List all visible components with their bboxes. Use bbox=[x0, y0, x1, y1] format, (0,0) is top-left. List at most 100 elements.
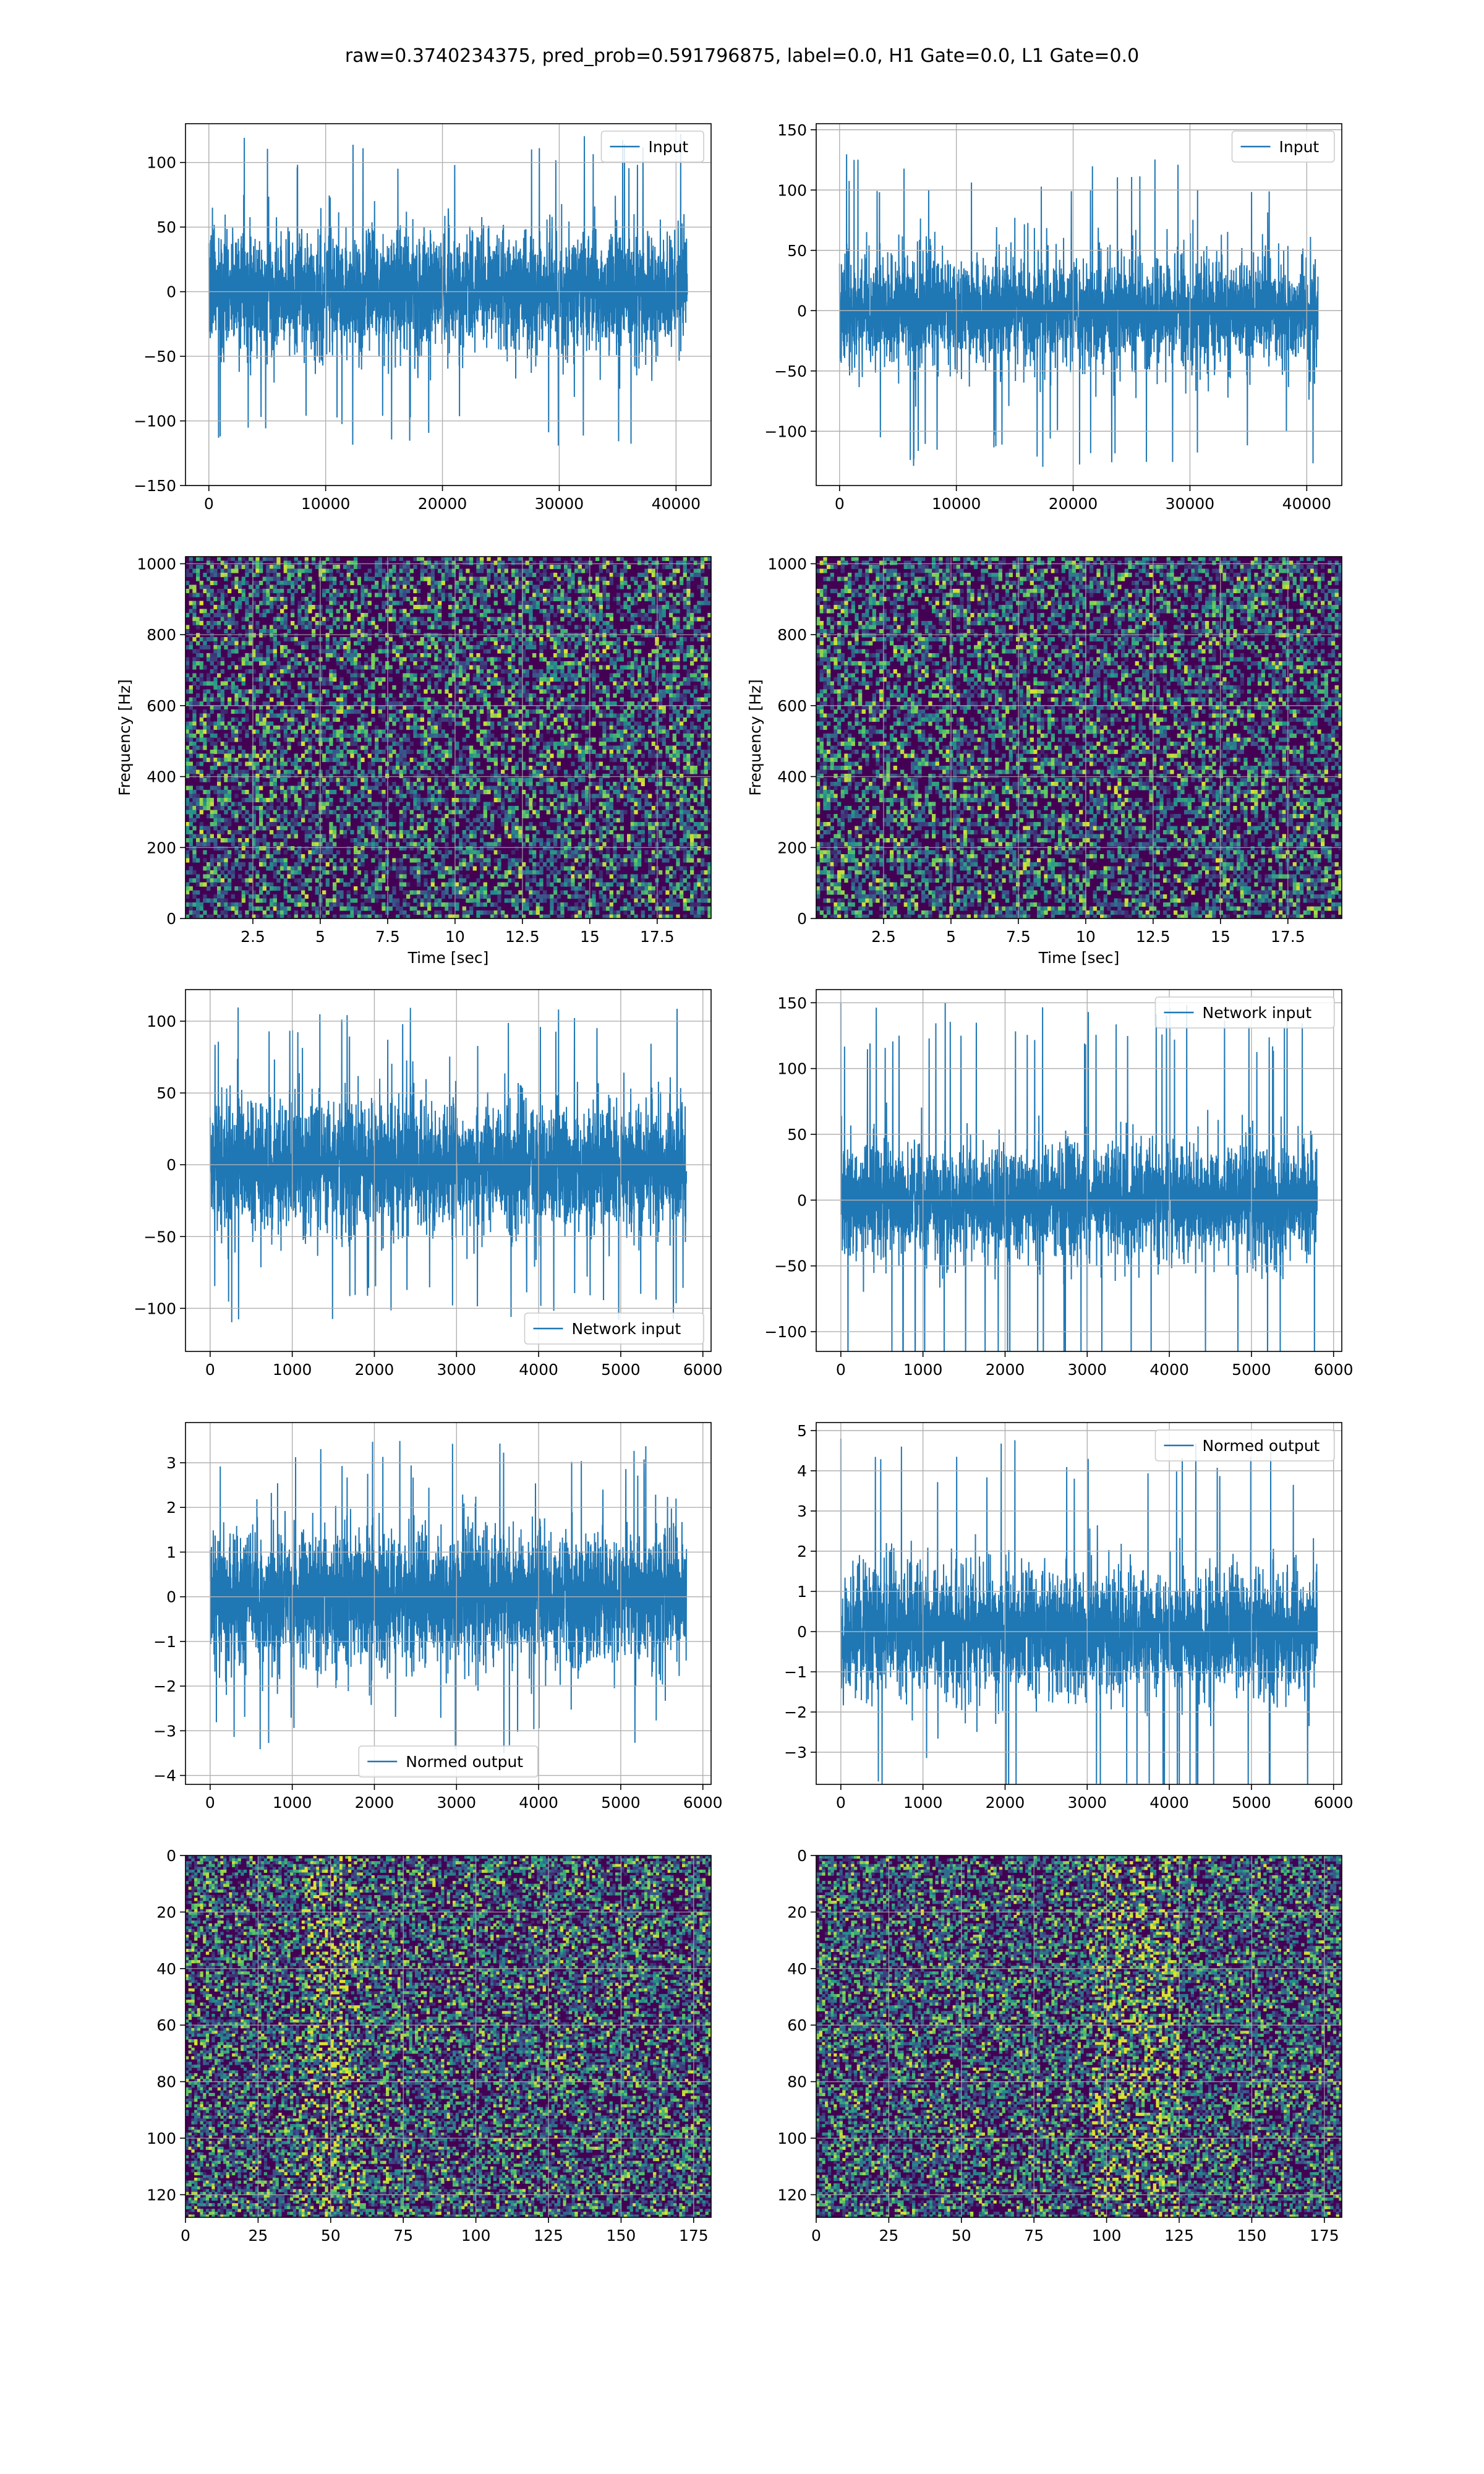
heatmap-cell bbox=[339, 605, 344, 610]
heatmap-cell bbox=[469, 758, 474, 763]
heatmap-cell bbox=[329, 777, 333, 782]
heatmap-cell bbox=[392, 705, 396, 710]
heatmap-cell bbox=[676, 761, 680, 766]
heatmap-cell bbox=[217, 673, 221, 678]
heatmap-cell bbox=[662, 761, 666, 766]
heatmap-cell bbox=[469, 605, 474, 610]
heatmap-cell bbox=[228, 697, 232, 702]
heatmap-cell bbox=[672, 649, 676, 654]
heatmap-cell bbox=[294, 661, 298, 666]
heatmap-cell bbox=[196, 661, 200, 666]
heatmap-cell bbox=[606, 705, 610, 710]
heatmap-cell bbox=[701, 617, 705, 622]
heatmap-cell bbox=[564, 790, 568, 795]
heatmap-cell bbox=[676, 685, 680, 690]
heatmap-cell bbox=[493, 774, 498, 779]
heatmap-cell bbox=[680, 629, 684, 634]
heatmap-cell bbox=[511, 782, 516, 787]
heatmap-cell bbox=[469, 645, 474, 650]
heatmap-cell bbox=[469, 785, 474, 790]
heatmap-cell bbox=[420, 653, 424, 658]
heatmap-cell bbox=[322, 753, 326, 758]
heatmap-cell bbox=[192, 617, 197, 622]
heatmap-cell bbox=[581, 568, 586, 573]
heatmap-cell bbox=[599, 641, 603, 646]
heatmap-cell bbox=[476, 609, 480, 614]
heatmap-cell bbox=[493, 790, 498, 795]
heatmap-cell bbox=[186, 677, 190, 682]
heatmap-cell bbox=[676, 790, 680, 795]
heatmap-cell bbox=[325, 737, 330, 742]
heatmap-cell bbox=[220, 798, 224, 803]
heatmap-cell bbox=[297, 641, 302, 646]
heatmap-cell bbox=[346, 593, 351, 597]
heatmap-cell bbox=[462, 790, 466, 795]
heatmap-cell bbox=[525, 713, 529, 718]
heatmap-cell bbox=[255, 734, 260, 738]
heatmap-cell bbox=[634, 774, 638, 779]
heatmap-cell bbox=[245, 581, 249, 586]
heatmap-cell bbox=[280, 653, 284, 658]
heatmap-cell bbox=[602, 565, 607, 570]
panel-p1: 0 10000 20000 30000 40000−100−50050100150Inp… bbox=[764, 121, 1342, 513]
heatmap-cell bbox=[672, 782, 676, 787]
heatmap-cell bbox=[445, 645, 449, 650]
heatmap-cell bbox=[378, 729, 382, 734]
heatmap-cell bbox=[241, 617, 245, 622]
heatmap-cell bbox=[210, 798, 214, 803]
heatmap-cell bbox=[574, 677, 579, 682]
heatmap-cell bbox=[189, 726, 193, 730]
heatmap-cell bbox=[336, 753, 340, 758]
heatmap-cell bbox=[273, 649, 277, 654]
heatmap-cell bbox=[592, 798, 596, 803]
heatmap-cell bbox=[297, 693, 302, 698]
heatmap-cell bbox=[199, 785, 203, 790]
heatmap-cell bbox=[683, 734, 687, 738]
heatmap-cell bbox=[497, 782, 501, 787]
heatmap-cell bbox=[472, 705, 477, 710]
heatmap-cell bbox=[634, 601, 638, 606]
heatmap-cell bbox=[704, 633, 708, 638]
heatmap-cell bbox=[192, 717, 197, 722]
heatmap-cell bbox=[493, 593, 498, 597]
heatmap-cell bbox=[546, 669, 550, 674]
heatmap-cell bbox=[413, 584, 417, 589]
heatmap-cell bbox=[606, 653, 610, 658]
heatmap-cell bbox=[501, 798, 505, 803]
heatmap-cell bbox=[567, 673, 571, 678]
heatmap-cell bbox=[676, 621, 680, 626]
heatmap-cell bbox=[339, 761, 344, 766]
heatmap-cell bbox=[669, 685, 673, 690]
heatmap-cell bbox=[616, 681, 621, 686]
heatmap-cell bbox=[245, 701, 249, 706]
heatmap-cell bbox=[672, 601, 676, 606]
heatmap-cell bbox=[360, 589, 365, 594]
heatmap-cell bbox=[445, 657, 449, 662]
heatmap-cell bbox=[364, 689, 369, 694]
heatmap-cell bbox=[638, 613, 642, 618]
heatmap-cell bbox=[262, 673, 267, 678]
heatmap-cell bbox=[234, 641, 239, 646]
heatmap-cell bbox=[430, 649, 435, 654]
heatmap-cell bbox=[493, 665, 498, 670]
heatmap-cell bbox=[413, 721, 417, 726]
heatmap-cell bbox=[333, 593, 337, 597]
heatmap-cell bbox=[424, 653, 428, 658]
heatmap-cell bbox=[592, 689, 596, 694]
heatmap-cell bbox=[249, 593, 253, 597]
heatmap-cell bbox=[553, 661, 558, 666]
heatmap-cell bbox=[665, 790, 670, 795]
heatmap-cell bbox=[424, 705, 428, 710]
heatmap-cell bbox=[360, 734, 365, 738]
heatmap-cell bbox=[430, 665, 435, 670]
heatmap-cell bbox=[445, 593, 449, 597]
heatmap-cell bbox=[441, 769, 445, 774]
heatmap-cell bbox=[430, 717, 435, 722]
heatmap-cell bbox=[553, 641, 558, 646]
heatmap-cell bbox=[560, 701, 565, 706]
heatmap-cell bbox=[217, 790, 221, 795]
heatmap-cell bbox=[525, 568, 529, 573]
heatmap-cell bbox=[382, 584, 386, 589]
heatmap-cell bbox=[217, 685, 221, 690]
heatmap-cell bbox=[459, 573, 463, 578]
